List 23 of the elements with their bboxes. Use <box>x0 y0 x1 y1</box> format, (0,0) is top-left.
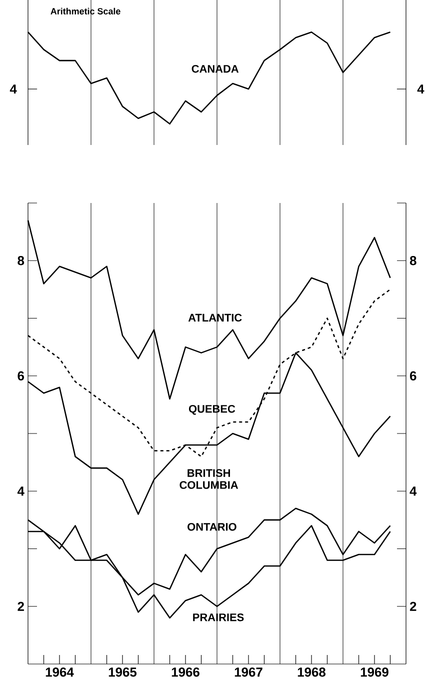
text: Arithmetic Scale <box>50 8 120 14</box>
text: 4 <box>417 84 424 94</box>
series-label: CANADA <box>192 64 239 73</box>
x-tick-label: 1964 <box>46 668 74 677</box>
x-tick-label: 1967 <box>234 668 262 677</box>
series-label: QUEBEC <box>188 404 236 415</box>
text: 4 <box>10 84 17 94</box>
y2-tick-label: 2 <box>410 602 416 611</box>
x-tick-label: 1969 <box>360 668 388 677</box>
series-label: PRAIRIES <box>193 613 244 622</box>
series-label: ONTARIO <box>188 522 236 531</box>
y2-tick-label: 4 <box>410 486 417 496</box>
y-tick-label: 8 <box>18 256 24 266</box>
y2-tick-label: 6 <box>410 371 416 380</box>
y-tick-label: 2 <box>18 602 24 611</box>
y-tick-label: 6 <box>18 371 24 380</box>
y-tick-label: 4 <box>17 486 24 496</box>
y2-tick-label: 8 <box>410 256 416 266</box>
series-label: BRITISH COLUMBIA <box>180 469 238 489</box>
x-tick-label: 1966 <box>172 668 200 677</box>
series-label: ATLANTIC <box>188 314 242 322</box>
x-tick-label: 1965 <box>108 668 137 677</box>
x-tick-label: 1968 <box>298 668 326 677</box>
